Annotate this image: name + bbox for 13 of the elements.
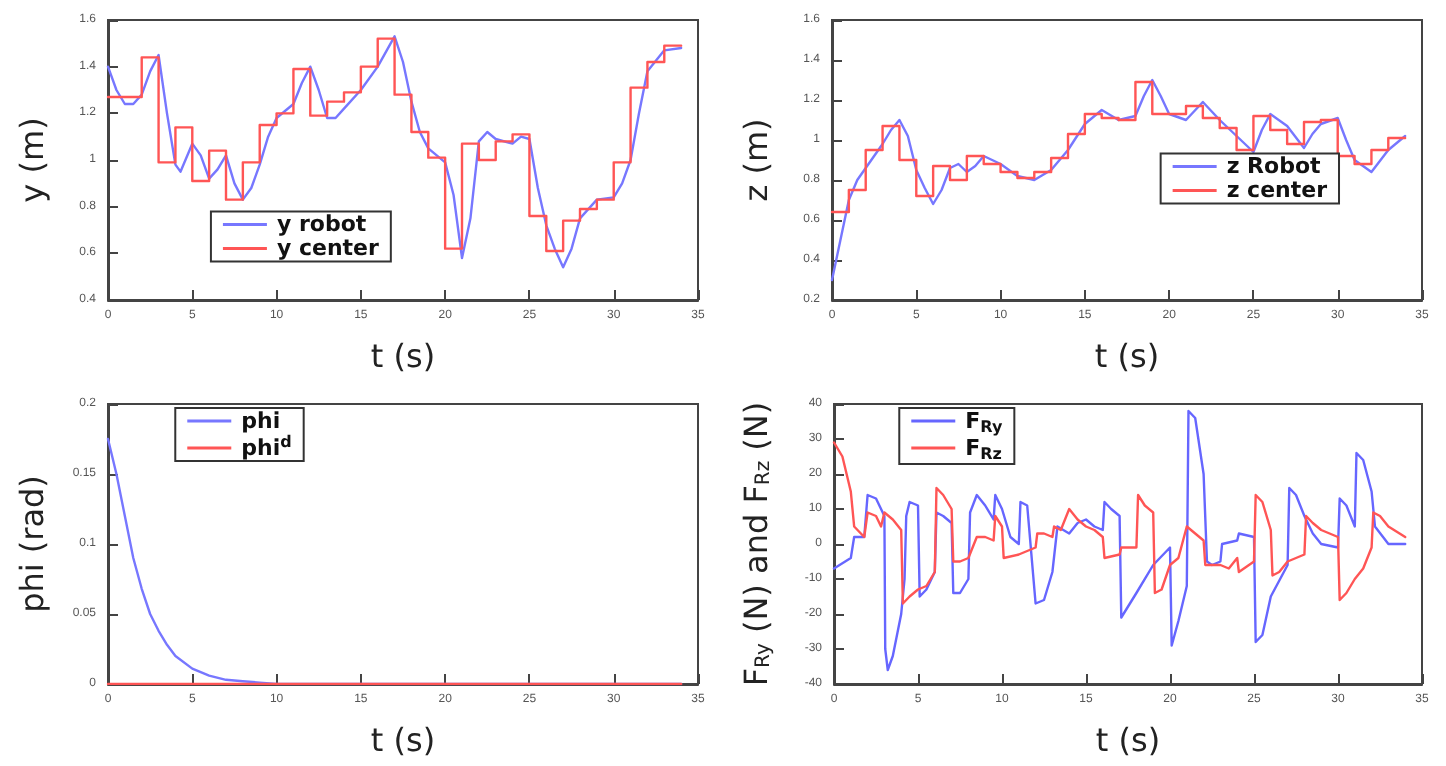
legend-label: y center <box>276 235 380 262</box>
x-axis-title: t (s) <box>1095 721 1161 759</box>
y-axis-title: y (m) <box>13 117 51 203</box>
legend-label: z Robot <box>1226 153 1321 180</box>
y-axis-title: FRy (N) and FRz (N) <box>737 401 775 687</box>
y-axis-title: z (m) <box>737 118 775 202</box>
y-axis-title: phi (rad) <box>13 475 51 613</box>
x-axis-title: t (s) <box>370 337 436 375</box>
legend-label: y robot <box>276 211 367 238</box>
legend-label: z center <box>1226 177 1329 204</box>
x-axis-title: t (s) <box>370 721 436 759</box>
x-axis-title: t (s) <box>1094 337 1160 375</box>
legend-label: phi <box>241 408 281 434</box>
